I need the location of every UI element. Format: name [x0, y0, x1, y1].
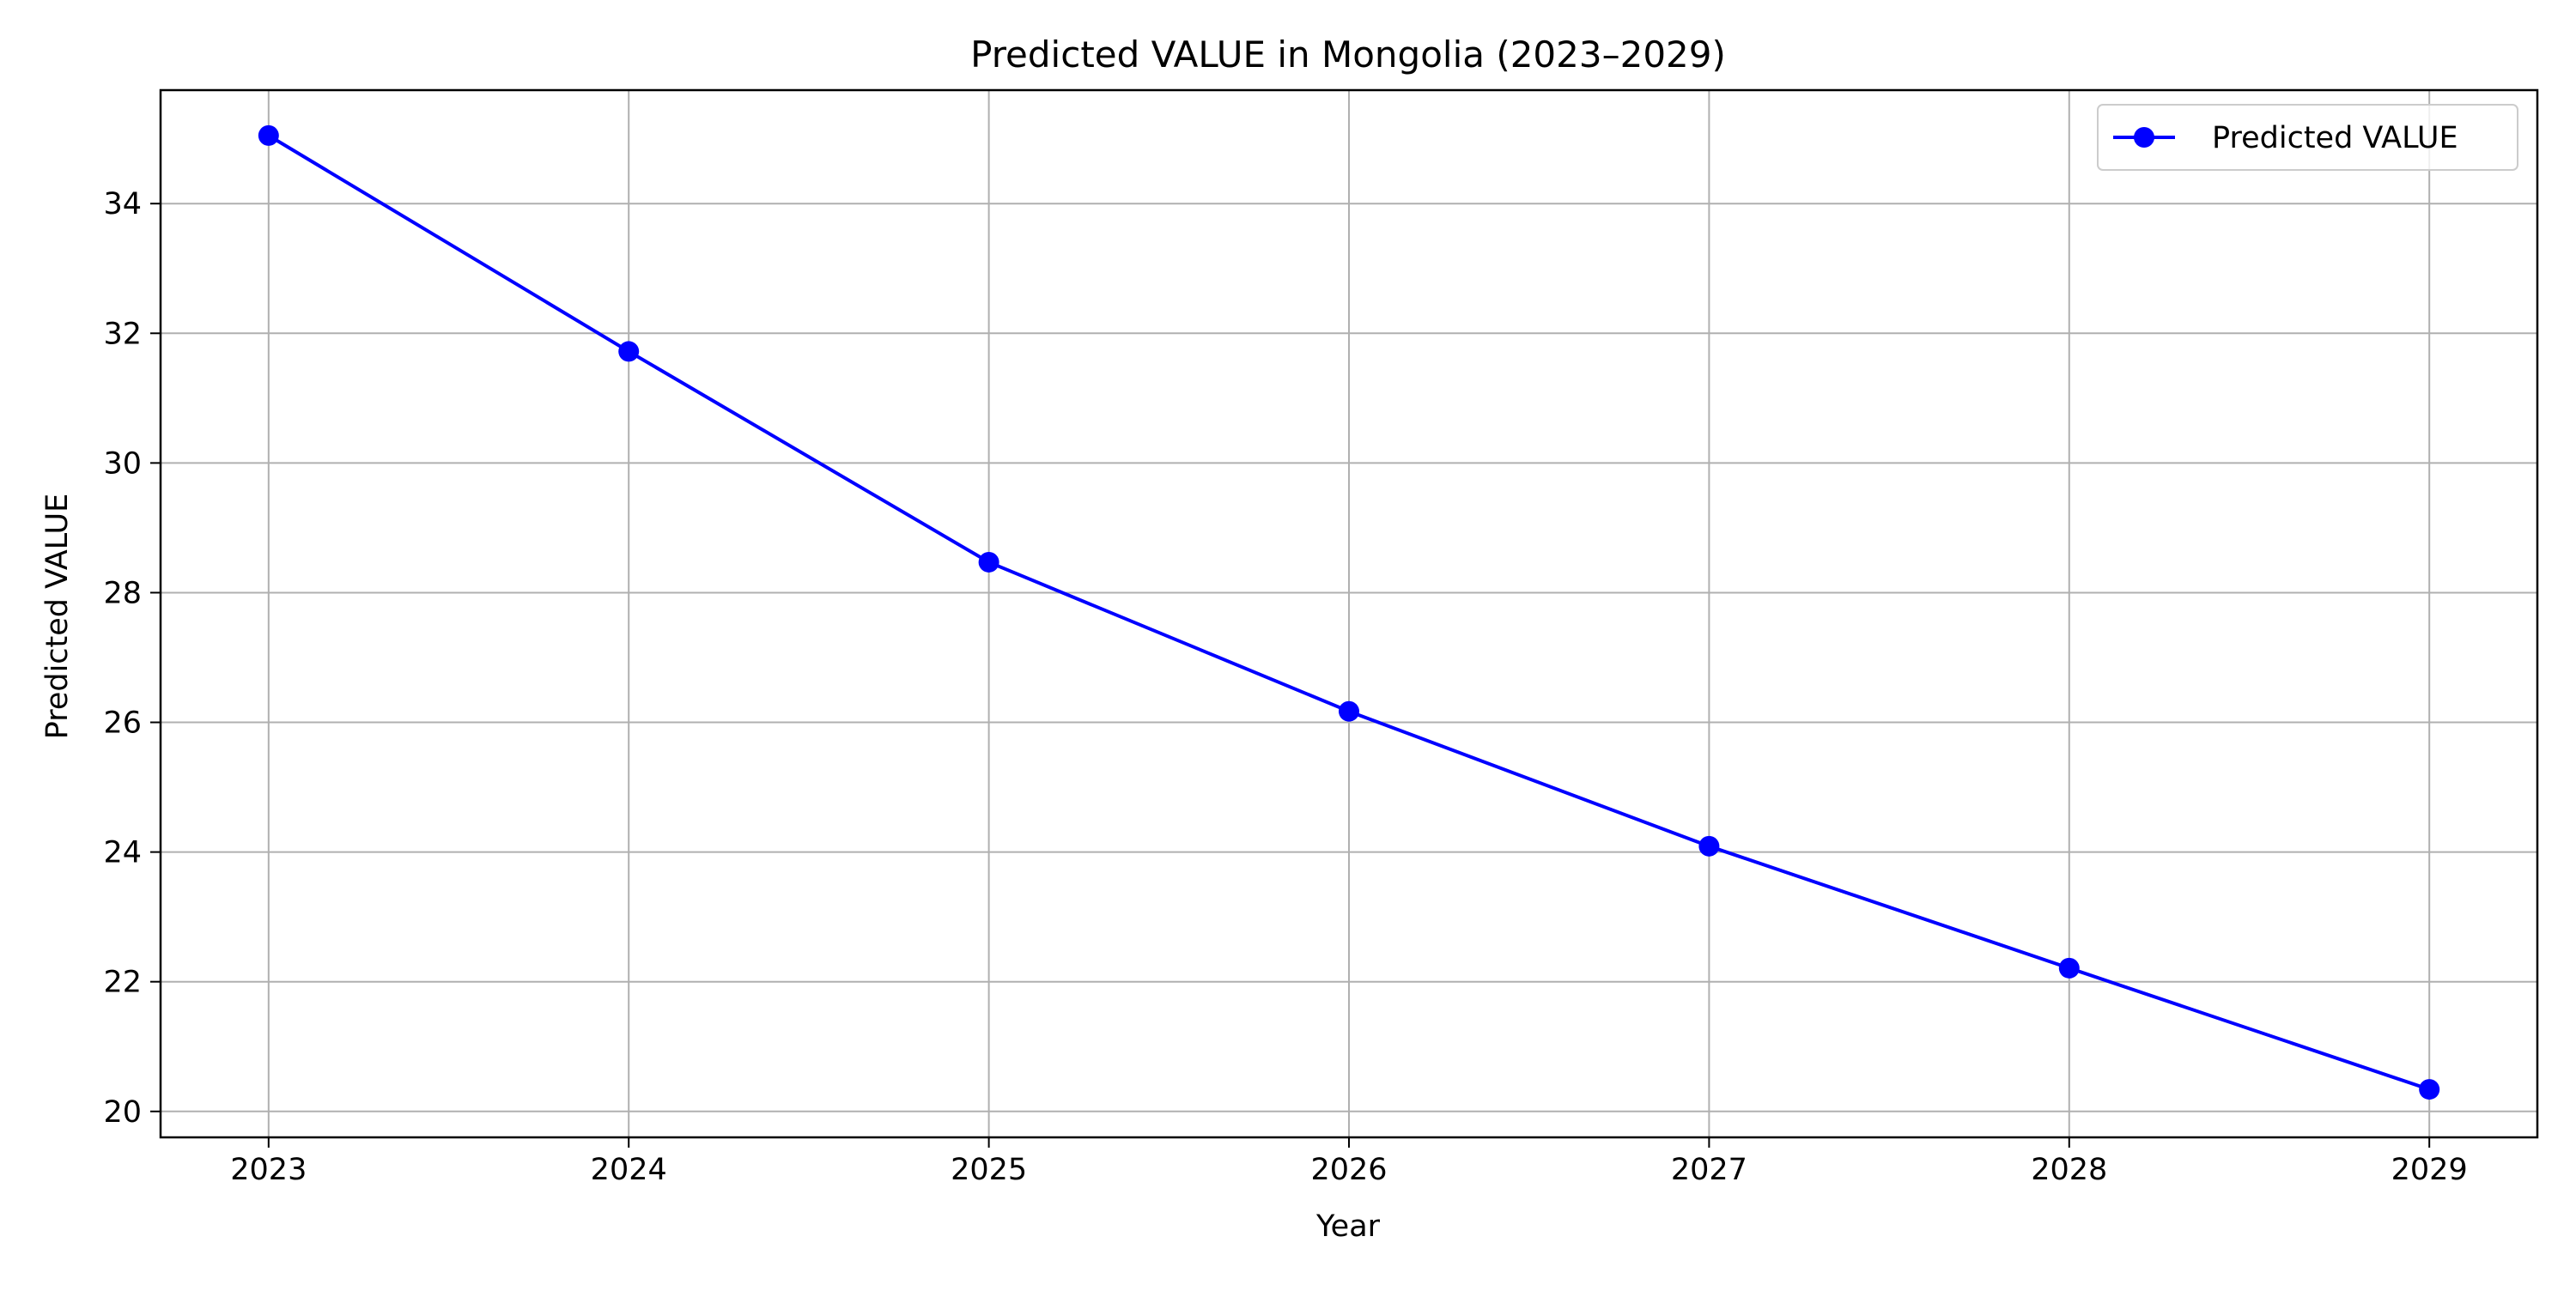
legend: Predicted VALUE	[2097, 104, 2518, 171]
data-point	[618, 341, 640, 362]
y-tick-label: 22	[103, 966, 142, 1000]
x-tick-label: 2025	[951, 1153, 1027, 1187]
data-point	[2419, 1079, 2440, 1100]
y-tick-label: 30	[103, 446, 142, 481]
y-tick-label: 32	[103, 317, 142, 351]
y-tick-label: 26	[103, 706, 142, 741]
legend-label: Predicted VALUE	[2212, 121, 2458, 155]
grid-layer	[161, 90, 2537, 1137]
x-axis-label: Year	[1315, 1209, 1381, 1244]
x-tick-label: 2024	[591, 1153, 667, 1187]
y-tick-label: 28	[103, 576, 142, 610]
x-tick-label: 2023	[230, 1153, 307, 1187]
y-tick-label: 20	[103, 1095, 142, 1130]
x-tick-label: 2029	[2391, 1153, 2468, 1187]
x-tick-label: 2028	[2031, 1153, 2107, 1187]
data-point	[1698, 835, 1720, 857]
y-tick-label: 34	[103, 187, 142, 221]
data-point	[258, 124, 279, 146]
y-axis-label: Predicted VALUE	[40, 494, 75, 740]
series-layer	[258, 124, 2440, 1100]
legend-box	[2097, 104, 2518, 171]
data-point	[2058, 957, 2080, 979]
data-point	[978, 551, 999, 573]
legend-marker-swatch	[2134, 127, 2154, 148]
x-tick-label: 2026	[1310, 1153, 1387, 1187]
chart-title: Predicted VALUE in Mongolia (2023–2029)	[970, 33, 1726, 76]
data-point	[1339, 700, 1359, 722]
y-tick-label: 24	[103, 836, 142, 870]
x-tick-label: 2027	[1671, 1153, 1747, 1187]
tick-layer: 2023 2024 2025 2026 2027 2028 2029 20 22 24 26 28 30…	[103, 187, 2467, 1187]
